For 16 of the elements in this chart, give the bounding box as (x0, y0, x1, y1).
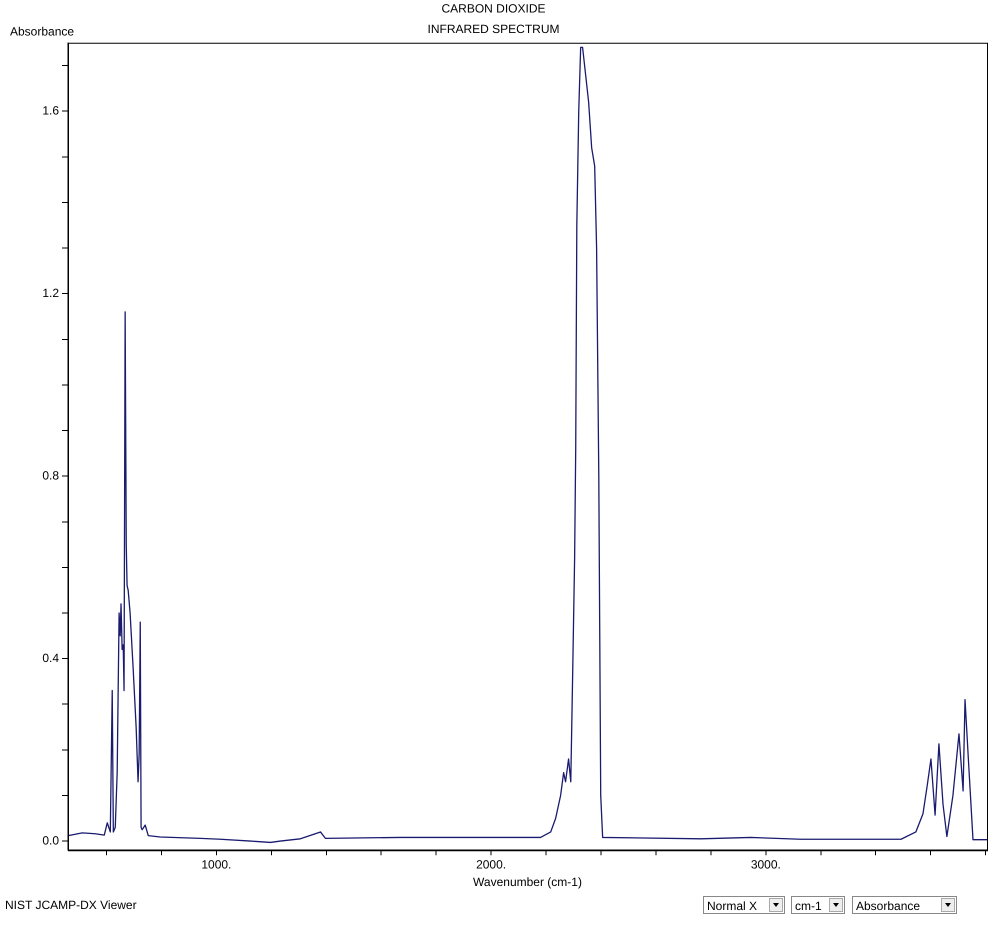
x-tick-label: 3000. (750, 858, 781, 872)
dropdown-field: cm-1 (791, 896, 845, 914)
y-tick-label: 0.4 (42, 650, 60, 665)
dropdown-field: Normal X (703, 896, 785, 914)
y-tick-label: 0.8 (42, 468, 60, 482)
y-tick-label: 1.2 (42, 286, 60, 300)
text: NIST JCAMP-DX Viewer (5, 898, 137, 912)
x-axis-title: Wavenumber (cm-1) (473, 875, 582, 890)
dropdown-field: Absorbance (852, 896, 957, 914)
x-tick-label: 2000. (476, 858, 506, 872)
y-axis-title: Absorbance (10, 24, 74, 38)
chart-subtitle: INFRARED SPECTRUM (427, 22, 560, 36)
x-tick-label: 1000. (201, 858, 232, 872)
y-tick-label: 0.0 (42, 833, 60, 848)
y-tick-label: 1.6 (42, 104, 60, 118)
chart-title: CARBON DIOXIDE (441, 2, 546, 16)
